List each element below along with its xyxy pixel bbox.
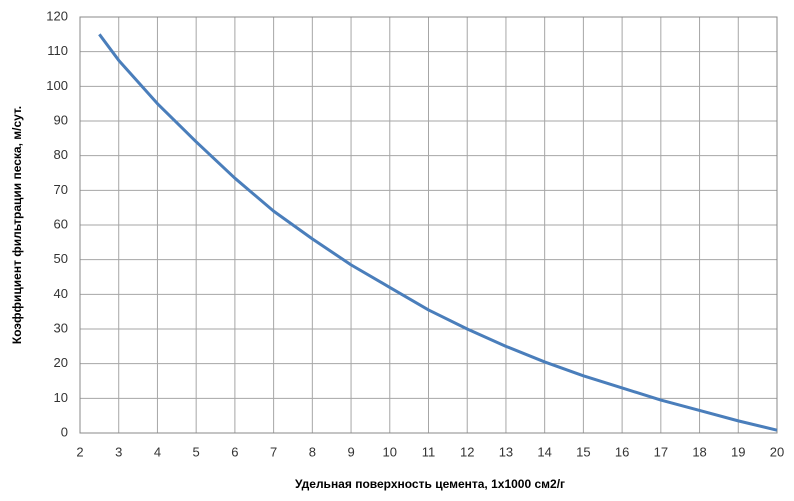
plot-border	[79, 16, 778, 434]
y-tick-label: 40	[54, 286, 68, 301]
y-tick-label: 120	[46, 8, 68, 23]
x-tick-label: 5	[193, 444, 200, 459]
x-tick-label: 6	[231, 444, 238, 459]
x-tick-label: 2	[76, 444, 83, 459]
y-tick-label: 100	[46, 78, 68, 93]
x-tick-label: 8	[309, 444, 316, 459]
y-tick-label: 0	[61, 424, 68, 439]
line-series	[98, 33, 778, 432]
x-tick-label: 20	[770, 444, 784, 459]
x-tick-label: 19	[731, 444, 745, 459]
x-tick-label: 3	[115, 444, 122, 459]
y-tick-label: 70	[54, 182, 68, 197]
y-axis-title: Коэффициент фильтрации песка, м/сут.	[10, 106, 24, 344]
x-tick-label: 7	[270, 444, 277, 459]
x-tick-label: 4	[154, 444, 161, 459]
x-tick-label: 15	[576, 444, 590, 459]
y-tick-label: 110	[47, 43, 68, 58]
y-tick-label: 90	[54, 112, 68, 127]
y-tick-label: 20	[54, 355, 68, 370]
y-tick-label: 60	[54, 216, 68, 231]
x-tick-label: 16	[615, 444, 629, 459]
x-tick-label: 14	[537, 444, 551, 459]
x-tick-label: 11	[422, 444, 436, 459]
x-tick-label: 9	[347, 444, 354, 459]
x-tick-label: 17	[654, 444, 668, 459]
x-tick-label: 18	[692, 444, 706, 459]
y-tick-label: 50	[54, 251, 68, 266]
y-tick-label: 80	[54, 147, 68, 162]
x-tick-label: 12	[460, 444, 474, 459]
y-tick-label: 10	[54, 390, 68, 405]
x-tick-label: 13	[499, 444, 513, 459]
y-tick-label: 30	[54, 320, 68, 335]
x-axis-title: Удельная поверхность цемента, 1х1000 см2…	[295, 477, 565, 491]
x-tick-label: 10	[383, 444, 397, 459]
